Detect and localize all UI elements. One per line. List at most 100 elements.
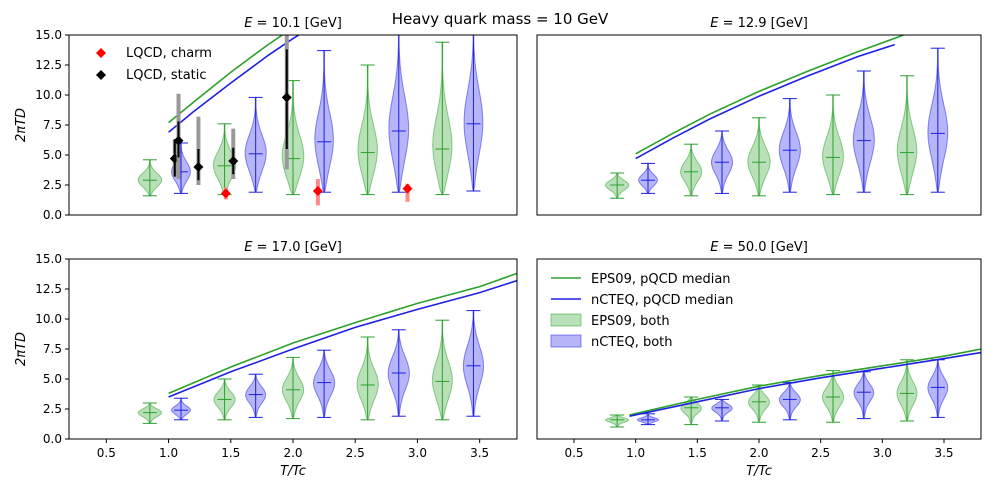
y-tick-label: 0.0 [43,208,62,222]
y-tick-label: 2.5 [43,402,62,416]
lqcd-marker [402,183,413,194]
lqcd-point-static-5 [173,93,184,179]
y-tick-label: 7.5 [43,342,62,356]
panel-title-value: = 17.0 [GeV] [252,240,341,255]
y-tick-label: 15.0 [35,28,62,42]
x-axis-label: T/Tc [746,464,772,479]
y-tick-label: 7.5 [43,118,62,132]
legend-item-static: LQCD, static [96,68,207,83]
panel-title: E = 50.0 [GeV] [710,240,808,255]
plot-area [605,348,981,428]
legend-marker-charm [96,48,106,58]
legend-label-static: LQCD, static [126,68,207,83]
panel-title: E = 10.1 [GeV] [244,16,342,31]
violin-ncteq-2 [636,413,660,426]
violin-eps09-1 [137,159,163,197]
x-tick-label: 2.5 [811,446,830,460]
legend-item-eps09-line: EPS09, pQCD median [551,272,731,287]
violin-ncteq-4 [245,373,267,418]
violin-eps09-1 [137,402,163,424]
x-tick-label: 0.5 [97,446,116,460]
violin-eps09-9 [896,75,918,196]
chart-panel-3: 0.0 2.5 5.0 7.5 10.0 12.5 15.0 0.5 1.0 1.5 2.0 2.5 3… [14,240,518,479]
violin-eps09-1 [605,414,630,428]
violin-eps09-7 [356,336,379,421]
y-tick-label: 10.0 [35,88,62,102]
chart-panel-1: 0.0 2.5 5.0 7.5 10.0 12.5 15.0 E = 10.1 [GeV] 2π… [14,16,518,222]
x-tick-label: 1.5 [221,446,240,460]
chart-panel-4: 0.5 1.0 1.5 2.0 2.5 3.0 3.5 E = 50.0 [GeV] T/Tc [536,240,982,479]
median-line-ncteq [168,279,517,398]
violin-ncteq-8 [388,35,410,193]
legend-label-ncteq-patch: nCTEQ, both [591,335,673,350]
lqcd-marker [312,186,323,196]
x-tick-label: 2.0 [749,446,768,460]
lqcd-point-charm-1 [220,187,231,200]
violin-eps09-5 [747,117,771,197]
legend-label-charm: LQCD, charm [126,46,212,61]
y-tick-label: 5.0 [43,372,62,386]
violin-ncteq-6 [778,98,801,193]
legend-patch-eps09 [550,313,582,327]
median-line-ncteq [168,35,301,133]
violin-ncteq-6 [314,50,334,193]
panel-title-symbol: E [244,16,253,31]
violin-eps09-5 [748,384,770,423]
y-axis-label: 2πTD [14,332,29,366]
violin-ncteq-4 [244,96,267,193]
legend-label-ncteq-line: nCTEQ, pQCD median [591,293,733,308]
violin-ncteq-2 [638,162,658,194]
y-tick-label: 15.0 [35,252,62,266]
y-tick-label: 10.0 [35,312,62,326]
panel-title-value: = 10.1 [GeV] [252,16,341,31]
violin-ncteq-4 [711,398,733,422]
x-tick-label: 2.5 [346,446,365,460]
violin-ncteq-8 [852,70,875,193]
legend-item-charm: LQCD, charm [96,46,212,61]
median-line-eps09 [635,35,907,155]
y-tick-label: 12.5 [35,58,62,72]
violin-eps09-9 [431,319,453,421]
y-tick-label: 5.0 [43,148,62,162]
lqcd-marker [220,188,231,199]
axes-frame [536,34,982,216]
x-tick-label: 1.0 [626,446,645,460]
violin-ncteq-6 [313,349,336,418]
violin-ncteq-10 [463,35,484,192]
chart-panel-2: E = 12.9 [GeV] [536,16,982,216]
x-tick-label: 1.5 [688,446,707,460]
violin-ncteq-10 [462,310,485,417]
legend-label-eps09-line: EPS09, pQCD median [591,272,731,287]
panel-title: E = 17.0 [GeV] [244,240,342,255]
violin-ncteq-4 [711,130,733,194]
x-tick-label: 0.5 [564,446,583,460]
violin-eps09-7 [822,370,844,423]
panel-title-value: = 12.9 [GeV] [718,16,807,31]
violin-ncteq-10 [927,359,949,418]
violin-eps09-7 [357,64,378,196]
panel-title-symbol: E [710,16,719,31]
y-tick-label: 2.5 [43,178,62,192]
violin-eps09-3 [213,378,236,421]
plot-area [605,35,949,199]
violin-eps09-7 [822,94,844,196]
median-line-eps09 [168,272,517,395]
y-tick-label: 0.0 [43,432,62,446]
violin-eps09-1 [605,172,630,199]
violin-ncteq-8 [853,371,875,420]
x-tick-label: 3.5 [934,446,953,460]
x-tick-label: 3.0 [873,446,892,460]
violin-ncteq-2 [170,397,192,421]
lqcd-point-charm-3 [402,183,413,202]
lqcd-point-static-8 [281,35,292,170]
x-tick-label: 3.5 [470,446,489,460]
legend-item-eps09-patch: EPS09, both [550,313,670,329]
violin-eps09-9 [896,359,918,422]
median-line-ncteq [629,351,981,417]
lqcd-marker [228,156,239,166]
violin-eps09-9 [432,41,453,196]
panel-title-symbol: E [244,240,253,255]
panel-title: E = 12.9 [GeV] [710,16,808,31]
lqcd-marker [193,162,204,172]
